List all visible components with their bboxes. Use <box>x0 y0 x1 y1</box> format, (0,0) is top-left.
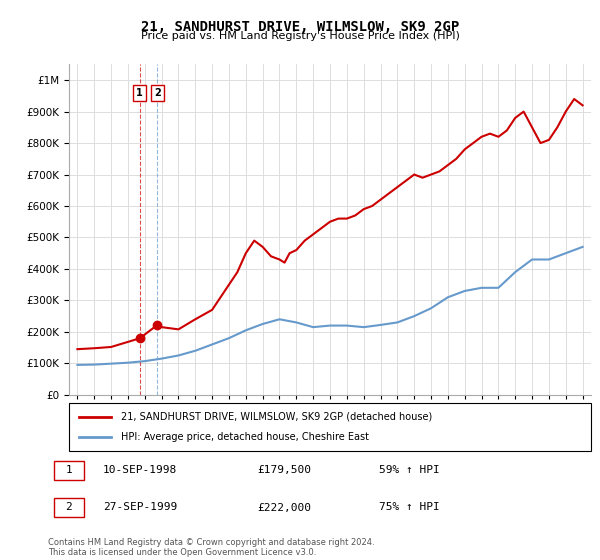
Text: 10-SEP-1998: 10-SEP-1998 <box>103 465 178 475</box>
Text: HPI: Average price, detached house, Cheshire East: HPI: Average price, detached house, Ches… <box>121 432 369 442</box>
Text: £179,500: £179,500 <box>258 465 312 475</box>
Text: 21, SANDHURST DRIVE, WILMSLOW, SK9 2GP (detached house): 21, SANDHURST DRIVE, WILMSLOW, SK9 2GP (… <box>121 412 433 422</box>
Text: Contains HM Land Registry data © Crown copyright and database right 2024.
This d: Contains HM Land Registry data © Crown c… <box>48 538 374 557</box>
Text: 75% ↑ HPI: 75% ↑ HPI <box>379 502 440 512</box>
Text: Price paid vs. HM Land Registry's House Price Index (HPI): Price paid vs. HM Land Registry's House … <box>140 31 460 41</box>
Text: £222,000: £222,000 <box>258 502 312 512</box>
Text: 1: 1 <box>136 88 143 97</box>
Text: 1: 1 <box>65 465 72 475</box>
Text: 27-SEP-1999: 27-SEP-1999 <box>103 502 178 512</box>
FancyBboxPatch shape <box>53 460 84 480</box>
Text: 59% ↑ HPI: 59% ↑ HPI <box>379 465 440 475</box>
FancyBboxPatch shape <box>69 403 591 451</box>
Text: 21, SANDHURST DRIVE, WILMSLOW, SK9 2GP: 21, SANDHURST DRIVE, WILMSLOW, SK9 2GP <box>141 20 459 34</box>
Text: 2: 2 <box>154 88 161 97</box>
Text: 2: 2 <box>65 502 72 512</box>
FancyBboxPatch shape <box>53 498 84 517</box>
